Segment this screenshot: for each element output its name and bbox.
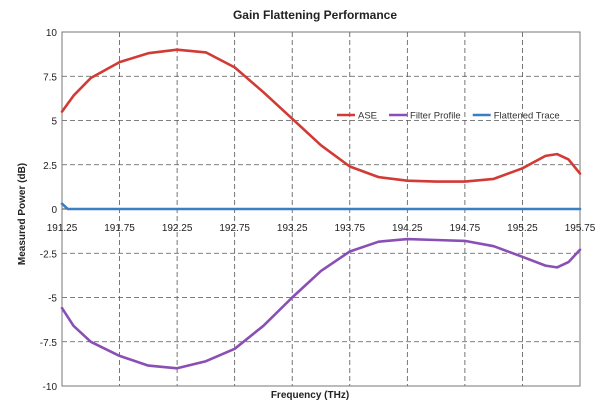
y-tick-label: 0	[51, 205, 57, 216]
x-tick-label: 193.25	[277, 223, 308, 234]
series-layer	[60, 48, 582, 370]
y-tick-label: 7.5	[43, 72, 57, 83]
y-tick-label: -5	[48, 294, 57, 305]
x-tick-label: 191.25	[47, 223, 78, 234]
series-line-filter-profile	[60, 237, 582, 370]
y-tick-label: 10	[46, 28, 58, 39]
y-axis-title: Measured Power (dB)	[17, 163, 28, 265]
y-tick-label: -2.5	[40, 249, 58, 260]
x-axis-title: Frequency (THz)	[271, 390, 349, 401]
legend: ASE Filter Profile Flattened Trace	[337, 111, 560, 122]
x-tick-label: 194.25	[392, 223, 423, 234]
x-tick-label: 192.75	[219, 223, 250, 234]
x-tick-label: 193.75	[334, 223, 365, 234]
y-tick-label: -7.5	[40, 338, 58, 349]
y-tick-label: 2.5	[43, 161, 57, 172]
y-tick-label: 5	[51, 117, 57, 128]
legend-label-flattened-trace: Flattened Trace	[494, 111, 560, 122]
y-tick-label: -10	[43, 382, 58, 393]
x-tick-label: 192.25	[162, 223, 193, 234]
chart-title: Gain Flattening Performance	[233, 8, 397, 22]
x-tick-label: 195.75	[565, 223, 595, 234]
x-tick-label: 194.75	[450, 223, 481, 234]
x-tick-label: 191.75	[104, 223, 135, 234]
legend-label-ase: ASE	[358, 111, 377, 122]
tick-labels: 191.25 191.75 192.25 192.75 193.25 193.75 194.…	[40, 28, 595, 393]
series-line-ase	[60, 48, 582, 183]
x-tick-label: 195.25	[507, 223, 538, 234]
series-line-flattened-trace	[60, 202, 582, 211]
legend-label-filter-profile: Filter Profile	[410, 111, 461, 122]
